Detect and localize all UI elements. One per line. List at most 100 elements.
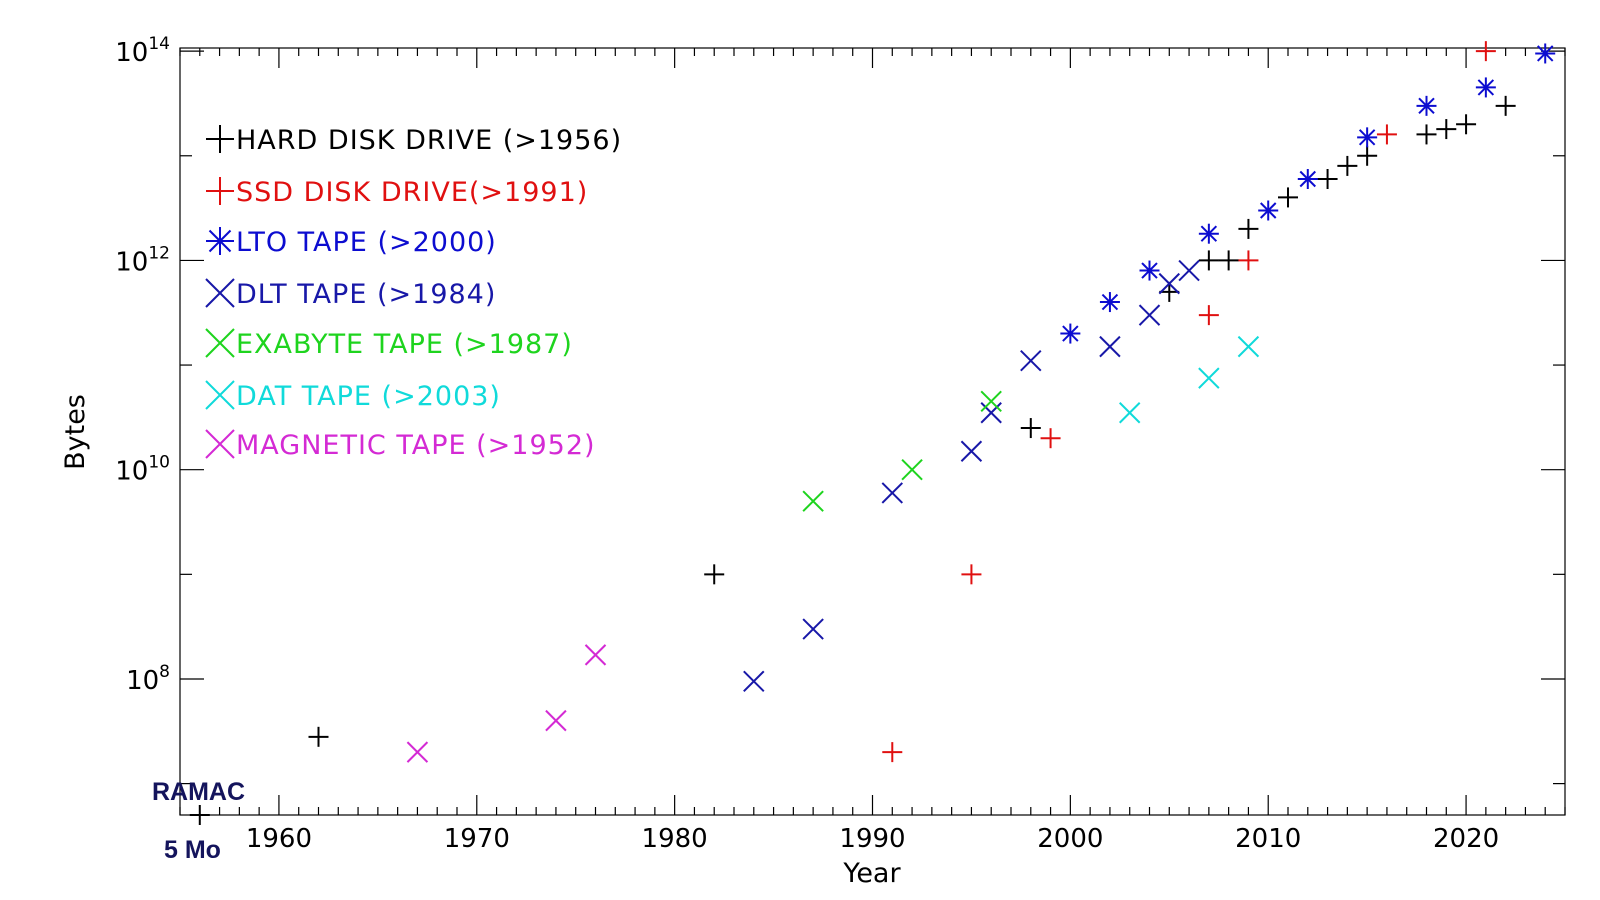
data-point [1475, 41, 1496, 62]
x-tick-label: 2000 [1037, 824, 1103, 854]
annotation-5-mo: 5 Mo [164, 836, 221, 864]
data-point [1258, 200, 1279, 221]
legend-item: DAT TAPE (>2003) [205, 380, 501, 412]
data-point [545, 709, 567, 732]
data-point [743, 670, 765, 693]
legend-item: SSD DISK DRIVE(>1991) [206, 177, 588, 208]
y-axis-label: Bytes [60, 394, 91, 470]
y-axis-ticks: 108 1010 1012 1014 [115, 34, 1565, 696]
legend-marker [205, 380, 235, 410]
data-point [1416, 124, 1437, 145]
legend-label: DLT TAPE (>1984) [236, 279, 496, 310]
data-point [980, 402, 1002, 424]
data-point [802, 490, 824, 512]
data-point [1456, 114, 1477, 135]
x-tick-label: 1980 [642, 824, 708, 854]
data-point [1495, 95, 1516, 116]
data-points [189, 41, 1556, 825]
data-point [1198, 223, 1219, 244]
data-point [1178, 259, 1200, 282]
data-point [1218, 250, 1239, 271]
data-point [1535, 43, 1556, 64]
legend-marker [206, 227, 234, 255]
legend-item: HARD DISK DRIVE (>1956) [206, 125, 622, 156]
data-point [1357, 127, 1378, 148]
data-point [802, 618, 824, 640]
data-point [1357, 145, 1378, 166]
legend-item: DLT TAPE (>1984) [205, 278, 496, 310]
data-point [1119, 402, 1141, 424]
legend-marker [205, 328, 235, 358]
series-magnetic-tape-1952 [406, 644, 607, 763]
y-tick-label: 1014 [115, 34, 170, 68]
x-tick-label: 1990 [839, 824, 905, 854]
legend-marker [206, 125, 234, 153]
data-point [1020, 350, 1042, 372]
data-point [1238, 218, 1259, 239]
data-point [1376, 124, 1397, 145]
data-point [1138, 304, 1161, 326]
data-point [1416, 95, 1437, 116]
legend-label: EXABYTE TAPE (>1987) [236, 329, 573, 360]
x-tick-label: 2010 [1235, 824, 1301, 854]
legend-item: EXABYTE TAPE (>1987) [205, 328, 573, 360]
x-axis-ticks: 1960 1970 1980 1990 2000 2010 2020 [246, 48, 1499, 854]
data-point [1475, 77, 1496, 98]
x-tick-label: 2020 [1433, 824, 1499, 854]
data-point [960, 440, 983, 462]
data-point [1238, 250, 1259, 271]
legend: HARD DISK DRIVE (>1956) SSD DISK DRIVE(>1… [205, 125, 622, 461]
y-tick-label: 108 [126, 662, 170, 696]
data-point [1158, 272, 1180, 295]
data-point [1040, 428, 1061, 449]
data-point [1436, 119, 1457, 140]
series-lto-tape-2000 [1060, 43, 1556, 344]
data-point [1337, 155, 1358, 176]
data-point [1198, 367, 1220, 389]
x-tick-label: 1970 [444, 824, 510, 854]
y-tick-label: 1010 [115, 453, 170, 487]
data-point [1237, 335, 1260, 358]
legend-marker [205, 278, 235, 308]
series-ssd-disk-drive-1991 [882, 41, 1496, 763]
data-point [1060, 323, 1081, 344]
minor-ticks [179, 48, 1566, 815]
x-tick-label: 1960 [246, 824, 312, 854]
y-tick-label: 1012 [115, 243, 170, 277]
data-point [406, 741, 429, 763]
x-axis-label: Year [842, 858, 901, 889]
data-point [1317, 168, 1338, 189]
data-point [1139, 260, 1160, 281]
data-point [308, 726, 329, 747]
legend-label: SSD DISK DRIVE(>1991) [236, 177, 588, 208]
series-dlt-tape-1984 [743, 259, 1200, 693]
legend-marker [206, 177, 234, 205]
series-hard-disk-drive-1956 [189, 95, 1516, 825]
data-point [704, 564, 725, 585]
legend-label: HARD DISK DRIVE (>1956) [236, 125, 622, 156]
data-point [1198, 305, 1219, 326]
legend-label: MAGNETIC TAPE (>1952) [236, 430, 596, 461]
legend-label: DAT TAPE (>2003) [236, 381, 501, 412]
series-dat-tape-2003 [1119, 335, 1260, 424]
data-point [882, 742, 903, 763]
data-point [901, 458, 923, 481]
data-point [1198, 250, 1219, 271]
legend-item: LTO TAPE (>2000) [206, 227, 497, 258]
data-point [1099, 335, 1121, 358]
data-point [881, 482, 903, 504]
legend-item: MAGNETIC TAPE (>1952) [205, 429, 596, 461]
data-point [584, 644, 607, 666]
annotation-ramac: RAMAC [152, 778, 245, 806]
data-point [1297, 168, 1318, 189]
data-point [1020, 418, 1041, 439]
data-point [189, 805, 210, 825]
legend-marker [205, 429, 235, 459]
data-point [1159, 281, 1180, 302]
series-exabyte-tape-1987 [802, 390, 1002, 512]
data-point [980, 390, 1002, 413]
legend-label: LTO TAPE (>2000) [236, 227, 497, 258]
data-point [961, 564, 982, 585]
data-point [1278, 187, 1298, 208]
